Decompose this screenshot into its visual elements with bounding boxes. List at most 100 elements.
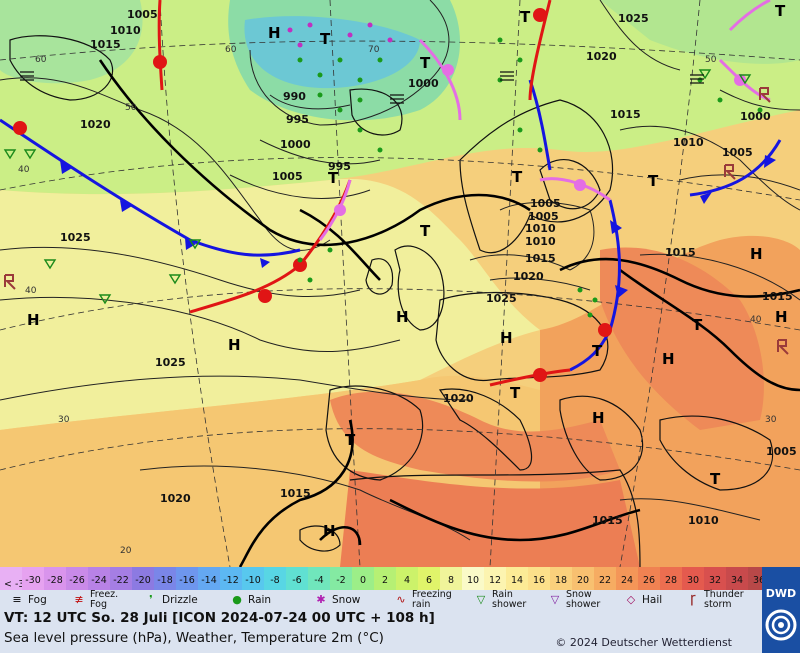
svg-text:40: 40 bbox=[750, 315, 762, 325]
svg-text:60: 60 bbox=[225, 45, 237, 55]
svg-text:50: 50 bbox=[125, 103, 137, 113]
scale-cell bbox=[550, 567, 572, 590]
scale-cell bbox=[616, 567, 638, 590]
svg-text:1010: 1010 bbox=[525, 235, 556, 248]
rain-shower-icon: ▽ bbox=[476, 593, 486, 606]
scale-label: -4 bbox=[314, 575, 323, 586]
svg-text:H: H bbox=[500, 329, 513, 347]
scale-cell bbox=[264, 567, 286, 590]
scale-label: 6 bbox=[426, 575, 432, 586]
map-svg: 60 50 40 30 20 60 40 40 30 50 70 1005 10… bbox=[0, 0, 800, 567]
svg-text:990: 990 bbox=[283, 90, 306, 103]
temperature-scale: < -30 -30 -28 -26 -24 -22 -20 -18 -16 -14 -12 -10 -8… bbox=[0, 567, 800, 591]
lat-labels: 60 50 40 30 20 60 40 40 30 50 70 bbox=[18, 45, 777, 556]
scale-cell bbox=[462, 567, 484, 590]
scale-label: -12 bbox=[223, 575, 239, 586]
scale-label: 30 bbox=[687, 575, 699, 586]
svg-text:1015: 1015 bbox=[610, 108, 641, 121]
scale-cell bbox=[418, 567, 440, 590]
freezing-rain-icon: ∿ bbox=[396, 593, 406, 606]
snow-icon: ✱ bbox=[316, 593, 326, 606]
scale-label: 18 bbox=[555, 575, 567, 586]
valid-time: VT: 12 UTC So. 28 Juli [ICON 2024-07-24 … bbox=[4, 610, 435, 626]
map-info: VT: 12 UTC So. 28 Juli [ICON 2024-07-24 … bbox=[0, 610, 762, 653]
scale-cell bbox=[242, 567, 264, 590]
scale-label: -18 bbox=[157, 575, 173, 586]
scale-cell bbox=[154, 567, 176, 590]
svg-text:30: 30 bbox=[765, 415, 777, 425]
drizzle-icon: ❜ bbox=[149, 593, 153, 606]
scale-cell bbox=[176, 567, 198, 590]
scale-cell bbox=[594, 567, 616, 590]
dwd-logo-text: DWD bbox=[765, 587, 797, 600]
scale-label: 32 bbox=[709, 575, 721, 586]
svg-text:T: T bbox=[710, 470, 721, 488]
copyright: © 2024 Deutscher Wetterdienst bbox=[555, 636, 732, 649]
svg-text:H: H bbox=[662, 350, 675, 368]
scale-cell bbox=[704, 567, 726, 590]
scale-cell bbox=[132, 567, 154, 590]
scale-label: -28 bbox=[47, 575, 63, 586]
svg-text:1005: 1005 bbox=[528, 210, 559, 223]
scale-label: 36 bbox=[753, 575, 762, 586]
svg-text:30: 30 bbox=[58, 415, 70, 425]
scale-cell bbox=[572, 567, 594, 590]
svg-text:1010: 1010 bbox=[525, 222, 556, 235]
svg-text:T: T bbox=[420, 54, 431, 72]
svg-text:995: 995 bbox=[328, 160, 351, 173]
svg-text:50: 50 bbox=[705, 55, 717, 65]
svg-text:1020: 1020 bbox=[586, 50, 617, 63]
svg-text:H: H bbox=[268, 24, 281, 42]
scale-label: -6 bbox=[292, 575, 301, 586]
svg-text:H: H bbox=[775, 308, 788, 326]
svg-text:70: 70 bbox=[368, 45, 380, 55]
scale-label: 28 bbox=[665, 575, 677, 586]
weather-map: 60 50 40 30 20 60 40 40 30 50 70 1005 10… bbox=[0, 0, 800, 567]
freezing-fog-icon: ≢ bbox=[74, 593, 84, 606]
scale-label: 12 bbox=[489, 575, 501, 586]
isobars-thick bbox=[98, 59, 800, 567]
svg-text:1010: 1010 bbox=[110, 24, 141, 37]
legend-thunderstorm: Ꞅ Thunder storm bbox=[684, 590, 743, 610]
svg-text:1000: 1000 bbox=[740, 110, 771, 123]
coastlines bbox=[9, 35, 774, 567]
map-description: Sea level pressure (hPa), Weather, Tempe… bbox=[4, 630, 384, 646]
svg-text:T: T bbox=[328, 169, 339, 187]
svg-text:1020: 1020 bbox=[80, 118, 111, 131]
fog-icon: ≡ bbox=[12, 593, 22, 606]
svg-text:1010: 1010 bbox=[673, 136, 704, 149]
svg-text:1015: 1015 bbox=[592, 514, 623, 527]
scale-cell bbox=[308, 567, 330, 590]
scale-cell bbox=[396, 567, 418, 590]
scale-label: -10 bbox=[245, 575, 261, 586]
svg-text:20: 20 bbox=[120, 546, 132, 556]
svg-text:1005: 1005 bbox=[272, 170, 303, 183]
svg-text:T: T bbox=[592, 342, 603, 360]
scale-cell bbox=[330, 567, 352, 590]
scale-label: 10 bbox=[467, 575, 479, 586]
scale-cell bbox=[88, 567, 110, 590]
legend-snow: ✱ Snow bbox=[312, 590, 360, 610]
scale-cell bbox=[638, 567, 660, 590]
svg-text:H: H bbox=[396, 308, 409, 326]
scale-label: 16 bbox=[533, 575, 545, 586]
hail-icon: ◇ bbox=[626, 593, 636, 606]
scale-cell bbox=[66, 567, 88, 590]
svg-text:T: T bbox=[420, 222, 431, 240]
scale-label: 22 bbox=[599, 575, 611, 586]
scale-label: 0 bbox=[360, 575, 366, 586]
rain-icon: ● bbox=[232, 593, 242, 606]
svg-text:1025: 1025 bbox=[155, 356, 186, 369]
legend-freezing-fog: ≢ Freez. Fog bbox=[70, 590, 118, 610]
svg-text:T: T bbox=[648, 172, 659, 190]
scale-label: 8 bbox=[448, 575, 454, 586]
scale-cell bbox=[374, 567, 396, 590]
svg-text:1000: 1000 bbox=[280, 138, 311, 151]
svg-text:1015: 1015 bbox=[762, 290, 793, 303]
scale-label: -22 bbox=[113, 575, 129, 586]
svg-text:H: H bbox=[27, 311, 40, 329]
svg-text:H: H bbox=[750, 245, 763, 263]
svg-text:1000: 1000 bbox=[408, 77, 439, 90]
scale-label: 24 bbox=[621, 575, 633, 586]
scale-label: 4 bbox=[404, 575, 410, 586]
